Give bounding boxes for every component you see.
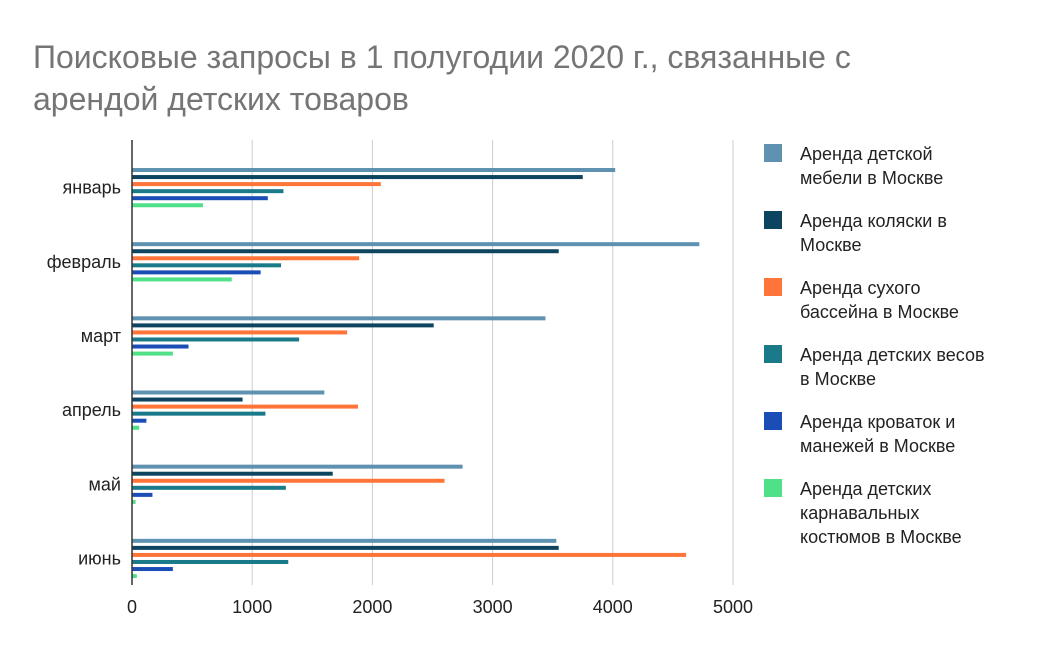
bar <box>132 196 268 201</box>
bar <box>132 270 261 275</box>
x-tick-label: 1000 <box>232 597 272 617</box>
category-label: январь <box>63 178 121 198</box>
bar <box>132 567 173 572</box>
legend-label: карнавальных <box>800 503 919 523</box>
chart-title: Поисковые запросы в 1 полугодии 2020 г.,… <box>33 39 851 117</box>
legend-swatch <box>764 278 782 296</box>
bar <box>132 316 546 321</box>
legend-label: Аренда сухого <box>800 278 920 298</box>
bar <box>132 574 137 579</box>
x-tick-label: 4000 <box>593 597 633 617</box>
x-tick-label: 5000 <box>713 597 753 617</box>
legend-label: Аренда кроваток и <box>800 412 955 432</box>
legend-label: бассейна в Москве <box>800 302 959 322</box>
category-label: май <box>89 474 121 494</box>
category-label: февраль <box>47 252 121 272</box>
legend-label: Аренда коляски в <box>800 211 947 231</box>
bar <box>132 397 243 402</box>
bar <box>132 330 348 335</box>
bar <box>132 538 557 543</box>
legend-label: манежей в Москве <box>800 436 955 456</box>
bar <box>132 390 325 395</box>
bar <box>132 418 147 423</box>
bar <box>132 559 289 564</box>
legend-swatch <box>764 144 782 162</box>
bar <box>132 552 687 557</box>
x-axis-ticks: 0 1000 2000 3000 4000 5000 <box>127 597 753 617</box>
legend: Аренда детской мебели в Москве Аренда коля… <box>764 144 985 547</box>
bar <box>132 263 282 268</box>
bar <box>132 189 284 194</box>
legend-label: в Москве <box>800 369 876 389</box>
chart-title-line: арендой детских товаров <box>33 81 409 117</box>
chart-title-line: Поисковые запросы в 1 полугодии 2020 г.,… <box>33 39 851 75</box>
bar <box>132 337 300 342</box>
bar <box>132 425 140 430</box>
bars <box>132 168 700 579</box>
bar <box>132 182 381 187</box>
bar <box>132 545 559 550</box>
bar <box>132 492 153 497</box>
category-label: апрель <box>62 400 121 420</box>
bar <box>132 471 333 476</box>
bar <box>132 277 232 282</box>
x-tick-label: 3000 <box>473 597 513 617</box>
legend-swatch <box>764 211 782 229</box>
bar <box>132 249 559 254</box>
bar <box>132 404 358 409</box>
bar <box>132 175 583 180</box>
category-labels: январь февраль март апрель май июнь <box>47 178 121 569</box>
bar <box>132 242 700 247</box>
bar <box>132 499 136 504</box>
category-label: июнь <box>78 548 121 568</box>
x-tick-label: 2000 <box>352 597 392 617</box>
bar <box>132 203 203 208</box>
gridlines <box>251 140 734 585</box>
bar <box>132 351 173 356</box>
x-tick-label: 0 <box>127 597 137 617</box>
bar <box>132 464 463 469</box>
bar <box>132 168 616 172</box>
legend-label: Аренда детской <box>800 144 933 164</box>
bar <box>132 485 286 490</box>
bar <box>132 411 266 416</box>
legend-label: Аренда детских весов <box>800 345 985 365</box>
bar <box>132 256 360 261</box>
legend-label: мебели в Москве <box>800 168 943 188</box>
legend-label: Аренда детских <box>800 479 931 499</box>
category-label: март <box>81 326 121 346</box>
legend-swatch <box>764 412 782 430</box>
bar <box>132 344 189 349</box>
legend-swatch <box>764 345 782 363</box>
legend-label: Москве <box>800 235 861 255</box>
bar <box>132 323 434 328</box>
legend-label: костюмов в Москве <box>800 527 962 547</box>
legend-swatch <box>764 479 782 497</box>
bar <box>132 478 445 483</box>
